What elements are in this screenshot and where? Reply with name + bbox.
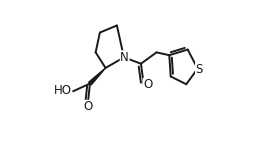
Text: S: S <box>196 63 203 76</box>
Text: O: O <box>143 79 152 92</box>
Text: HO: HO <box>54 84 72 97</box>
Text: O: O <box>83 100 92 113</box>
Text: N: N <box>120 51 129 64</box>
Polygon shape <box>89 68 106 85</box>
